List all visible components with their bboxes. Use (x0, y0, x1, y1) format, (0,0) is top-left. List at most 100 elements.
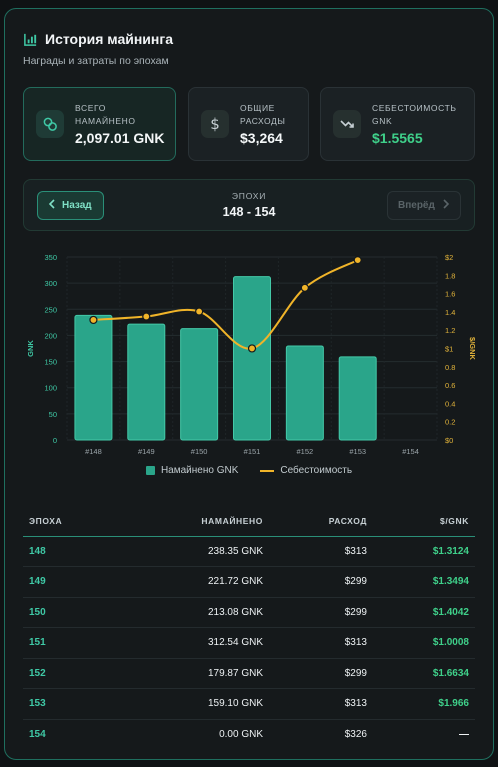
row-cost-per-gnk: $1.4042 (367, 597, 475, 628)
y2-tick-label: $1 (445, 345, 453, 354)
legend-label: Себестоимость (280, 465, 353, 476)
x-tick-label: #148 (85, 447, 102, 456)
y-tick-label: 350 (44, 253, 57, 262)
x-tick-label: #153 (349, 447, 366, 456)
header: История майнинга (23, 31, 173, 47)
row-cost: $313 (263, 536, 367, 567)
legend-label: Намайнено GNK (160, 465, 239, 476)
table-header-row: ЭПОХА НАМАЙНЕНО РАСХОД $/GNK (23, 506, 475, 537)
row-cost-per-gnk: $1.3494 (367, 566, 475, 598)
chevron-left-icon (48, 199, 56, 212)
row-cost: $313 (263, 627, 367, 659)
row-mined: 238.35 GNK (133, 536, 263, 567)
row-cost: $299 (263, 658, 367, 689)
row-mined: 221.72 GNK (133, 566, 263, 598)
epoch-navigator: Назад ЭПОХИ 148 - 154 Вперёд (23, 179, 475, 231)
bar-chart-icon (23, 32, 38, 47)
bar-153 (338, 356, 377, 441)
stat-label: ОБЩИЕ (240, 103, 275, 113)
trend-down-icon (333, 110, 361, 138)
y2-tick-label: 1.8 (445, 271, 455, 280)
epochs-table: ЭПОХА НАМАЙНЕНО РАСХОД $/GNK 148 238.35 G… (23, 506, 475, 750)
row-epoch: 153 (23, 688, 133, 720)
table-row: 153 159.10 GNK $313 $1.966 (23, 688, 475, 720)
y-axis-label: GNK (26, 340, 35, 357)
chevron-right-icon (442, 199, 450, 212)
stat-total-mined: ВСЕГО НАМАЙНЕНО 2,097.01 GNK (23, 87, 176, 161)
row-mined: 0.00 GNK (219, 729, 263, 740)
y2-tick-label: 1.6 (445, 290, 455, 299)
x-tick-label: #154 (402, 447, 419, 456)
stat-label: НАМАЙНЕНО (75, 116, 136, 126)
row-epoch: 154 (29, 729, 46, 740)
row-cost: $313 (263, 688, 367, 720)
stat-value: 2,097.01 GNK (75, 130, 165, 146)
cost-point (142, 312, 151, 321)
page-title: История майнинга (45, 31, 173, 47)
stat-cost-per-gnk: СЕБЕСТОИМОСТЬ GNK $1.5565 (320, 87, 475, 161)
row-mined: 213.08 GNK (133, 597, 263, 628)
y2-tick-label: 0.4 (445, 399, 455, 408)
row-cost-per-gnk: $1.0008 (367, 627, 475, 659)
y2-tick-label: 1.2 (445, 326, 455, 335)
y-tick-label: 50 (49, 410, 57, 419)
y2-axis-label: $/GNK (468, 337, 475, 361)
y-tick-label: 250 (44, 305, 57, 314)
row-mined: 179.87 GNK (133, 658, 263, 689)
stat-label: GNK (372, 116, 393, 126)
table-row: 150 213.08 GNK $299 $1.4042 (23, 597, 475, 628)
cost-point (247, 344, 257, 353)
prev-button[interactable]: Назад (37, 191, 104, 220)
legend-item-cost[interactable]: Себестоимость (260, 465, 352, 476)
row-mined: 312.54 GNK (133, 627, 263, 659)
y2-tick-label: $2 (445, 253, 453, 262)
table-row: 151 312.54 GNK $313 $1.0008 (23, 627, 475, 659)
row-cost: $299 (263, 597, 367, 628)
dollar-icon: $ (201, 110, 229, 138)
epochs-label: ЭПОХИ (231, 191, 267, 201)
stat-label: СЕБЕСТОИМОСТЬ (372, 103, 457, 113)
row-cost: $326 (344, 729, 367, 740)
y-tick-label: 200 (44, 331, 57, 340)
bar-151 (233, 276, 271, 441)
y2-tick-label: 0.6 (445, 381, 455, 390)
row-cost: $299 (263, 566, 367, 598)
y2-tick-label: $0 (445, 436, 453, 445)
row-epoch: 150 (23, 597, 133, 628)
y-tick-label: 150 (44, 358, 57, 367)
mining-chart: 0 50 100 150 200 250 300 350 $0 0.2 0.4 0.6 0.8 $1 1.2… (26, 253, 475, 456)
bar-149 (127, 323, 166, 441)
stat-label: РАСХОДЫ (240, 116, 286, 126)
y2-tick-label: 0.8 (445, 363, 455, 372)
table-row: 149 221.72 GNK $299 $1.3494 (23, 566, 475, 598)
table-row: 148 238.35 GNK $313 $1.3124 (23, 536, 475, 567)
chart-legend: Намайнено GNK Себестоимость (5, 465, 493, 476)
x-tick-label: #150 (191, 447, 208, 456)
stat-label: ВСЕГО (75, 103, 106, 113)
x-tick-label: #151 (244, 447, 261, 456)
next-button[interactable]: Вперёд (387, 191, 461, 220)
row-epoch: 149 (23, 566, 133, 598)
stat-value: $3,264 (240, 130, 283, 146)
legend-item-mined[interactable]: Намайнено GNK (145, 465, 239, 476)
row-cost-per-gnk: $1.3124 (367, 536, 475, 567)
mining-history-card: История майнинга Награды и затраты по эп… (4, 8, 494, 760)
cost-point (353, 256, 362, 265)
cost-point (89, 315, 98, 325)
y-tick-label: 300 (44, 279, 57, 288)
bar-152 (285, 345, 324, 441)
page-subtitle: Награды и затраты по эпохам (23, 55, 169, 67)
row-cost-per-gnk: $1.6634 (367, 658, 475, 689)
col-cost-per-gnk: $/GNK (367, 506, 475, 537)
link-icon (36, 110, 64, 138)
row-cost-per-gnk: $1.966 (367, 688, 475, 720)
bar-148 (74, 314, 113, 441)
y2-tick-label: 0.2 (445, 418, 455, 427)
x-tick-label: #149 (138, 447, 155, 456)
y2-tick-label: 1.4 (445, 308, 455, 317)
legend-swatch (260, 469, 275, 472)
row-epoch: 151 (23, 627, 133, 659)
table-row: 152 179.87 GNK $299 $1.6634 (23, 658, 475, 689)
epochs-range: 148 - 154 (222, 205, 276, 219)
stat-total-expenses: $ ОБЩИЕ РАСХОДЫ $3,264 (188, 87, 309, 161)
